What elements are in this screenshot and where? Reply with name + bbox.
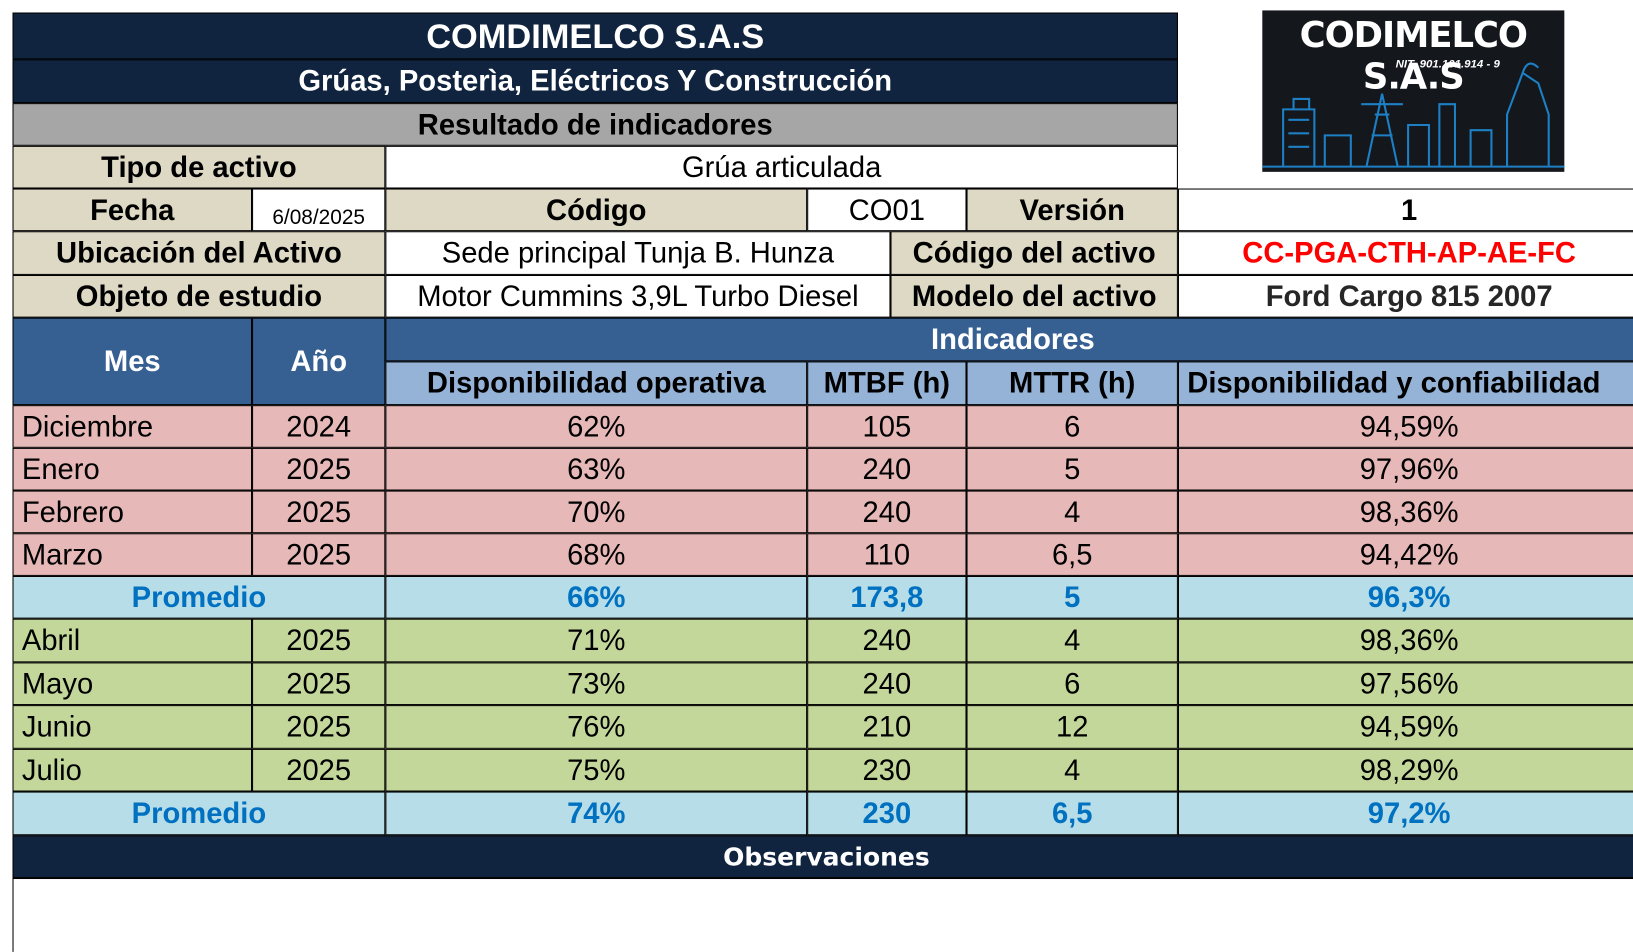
value: 6/08/2025: [252, 189, 385, 232]
logo: CODIMELCO S.A.S NIT. 901.101.914 - 9: [1262, 10, 1564, 171]
label: Tipo de activo: [12, 146, 385, 189]
label: Código del activo: [890, 231, 1177, 275]
cell-value: 240: [807, 662, 966, 705]
cell-value: 68%: [385, 533, 807, 576]
spreadsheet: CODIMELCO S.A.S NIT. 901.101.914 - 9 COM…: [0, 0, 1633, 952]
cell-value: 71%: [385, 619, 807, 663]
cell-mes: Junio: [12, 705, 252, 749]
cell-value: 12: [967, 705, 1178, 749]
cell-ano: 2025: [252, 662, 385, 705]
average-value: 74%: [385, 792, 807, 836]
cell-value: 94,42%: [1178, 533, 1633, 576]
label: Versión: [967, 189, 1178, 232]
subtitle: Grúas, Posterìa, Eléctricos Y Construcci…: [12, 59, 1177, 103]
observations-header: Observaciones: [12, 835, 1633, 878]
cell-value: 6: [967, 405, 1178, 448]
cell-value: 62%: [385, 405, 807, 448]
cell-value: 98,36%: [1178, 491, 1633, 534]
cell-mes: Enero: [12, 448, 252, 491]
cell-value: 63%: [385, 448, 807, 491]
column-header: Disponibilidad operativa: [385, 361, 807, 405]
cell-value: 6,5: [967, 533, 1178, 576]
title: COMDIMELCO S.A.S: [12, 12, 1177, 59]
column-header: MTTR (h): [967, 361, 1178, 405]
value: Sede principal Tunja B. Hunza: [385, 231, 890, 275]
average-label: Promedio: [12, 792, 385, 836]
cell-ano: 2025: [252, 491, 385, 534]
cell-ano: 2025: [252, 533, 385, 576]
label: Código: [385, 189, 807, 232]
cell-value: 4: [967, 749, 1178, 792]
average-value: 66%: [385, 576, 807, 619]
cell-value: 4: [967, 491, 1178, 534]
cell-value: 240: [807, 619, 966, 663]
column-header: Disponibilidad y confiabilidad: [1178, 361, 1633, 405]
column-header: Mes: [12, 318, 252, 405]
cell-value: 240: [807, 491, 966, 534]
column-header: Indicadores: [385, 318, 1633, 362]
cell-value: 76%: [385, 705, 807, 749]
cell-value: 94,59%: [1178, 405, 1633, 448]
column-header: Año: [252, 318, 385, 405]
cell-value: 98,29%: [1178, 749, 1633, 792]
cell-value: 230: [807, 749, 966, 792]
cell-value: 73%: [385, 662, 807, 705]
cell-mes: Febrero: [12, 491, 252, 534]
cell-value: 97,96%: [1178, 448, 1633, 491]
section-title: Resultado de indicadores: [12, 103, 1177, 146]
label: Fecha: [12, 189, 252, 232]
average-value: 5: [967, 576, 1178, 619]
value: Motor Cummins 3,9L Turbo Diesel: [385, 275, 890, 318]
cell-value: 75%: [385, 749, 807, 792]
cell-value: 110: [807, 533, 966, 576]
cell-ano: 2025: [252, 705, 385, 749]
average-value: 173,8: [807, 576, 966, 619]
cell-mes: Marzo: [12, 533, 252, 576]
label: Objeto de estudio: [12, 275, 385, 318]
cell-ano: 2025: [252, 448, 385, 491]
value: Ford Cargo 815 2007: [1178, 275, 1633, 318]
cell-ano: 2025: [252, 749, 385, 792]
cell-ano: 2024: [252, 405, 385, 448]
cell-value: 210: [807, 705, 966, 749]
cell-value: 4: [967, 619, 1178, 663]
cell-value: 98,36%: [1178, 619, 1633, 663]
logo-drawing: [1262, 10, 1564, 171]
cell-mes: Julio: [12, 749, 252, 792]
cell-value: 97,56%: [1178, 662, 1633, 705]
average-value: 96,3%: [1178, 576, 1633, 619]
average-value: 6,5: [967, 792, 1178, 836]
cell-mes: Diciembre: [12, 405, 252, 448]
label: Modelo del activo: [890, 275, 1177, 318]
cell-mes: Mayo: [12, 662, 252, 705]
value: CO01: [807, 189, 966, 232]
cell-mes: Abril: [12, 619, 252, 663]
average-value: 230: [807, 792, 966, 836]
cell-value: 105: [807, 405, 966, 448]
cell-value: 240: [807, 448, 966, 491]
cell-value: 70%: [385, 491, 807, 534]
cell-value: 5: [967, 448, 1178, 491]
value: CC-PGA-CTH-AP-AE-FC: [1178, 231, 1633, 275]
observations-body: [12, 878, 1633, 952]
value: Grúa articulada: [385, 146, 1178, 189]
cell-value: 94,59%: [1178, 705, 1633, 749]
cell-value: 6: [967, 662, 1178, 705]
average-value: 97,2%: [1178, 792, 1633, 836]
average-label: Promedio: [12, 576, 385, 619]
cell-ano: 2025: [252, 619, 385, 663]
label: Ubicación del Activo: [12, 231, 385, 275]
value: 1: [1178, 189, 1633, 232]
column-header: MTBF (h): [807, 361, 966, 405]
